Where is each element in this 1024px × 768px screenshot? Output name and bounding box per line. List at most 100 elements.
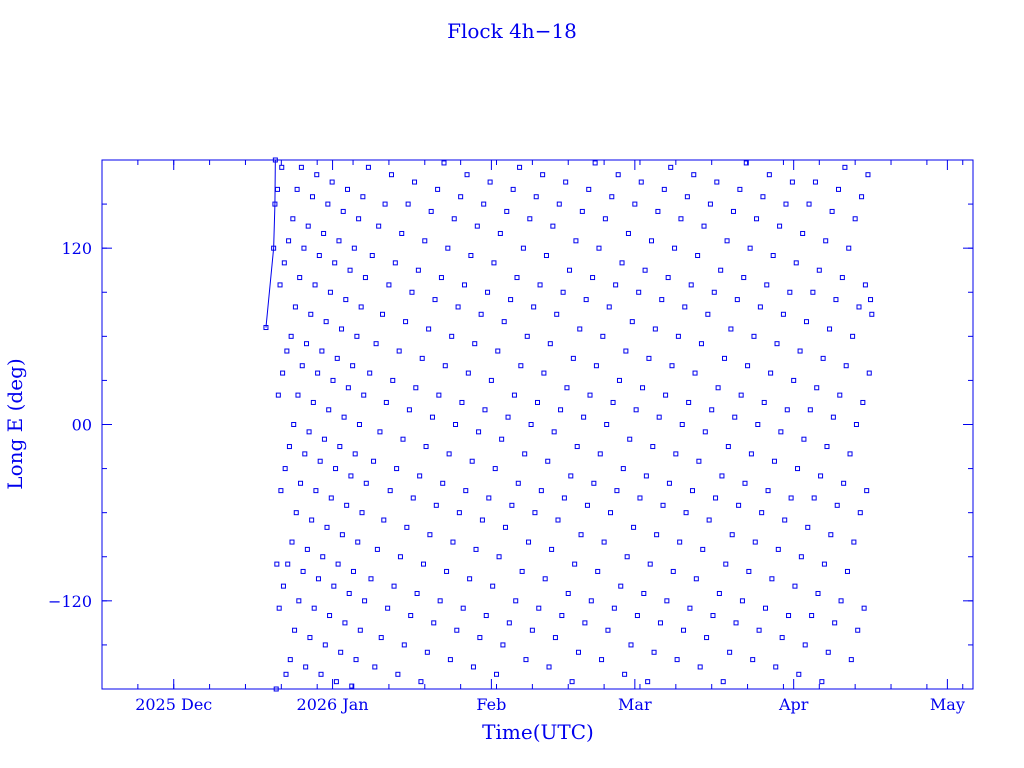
data-point	[280, 370, 286, 376]
data-point	[355, 539, 361, 545]
data-point	[343, 297, 349, 303]
data-point	[732, 414, 738, 420]
data-point	[469, 458, 475, 464]
data-point	[710, 613, 716, 619]
data-point	[436, 392, 442, 398]
data-point	[821, 561, 827, 567]
data-point	[418, 679, 424, 685]
data-series	[263, 157, 875, 692]
data-point	[556, 201, 562, 207]
data-point	[444, 568, 450, 574]
data-point	[702, 429, 708, 435]
data-point	[855, 627, 861, 633]
data-point	[432, 297, 438, 303]
data-point	[842, 164, 848, 170]
data-point	[609, 194, 615, 200]
data-point	[856, 304, 862, 310]
data-point	[368, 576, 374, 582]
data-point	[543, 253, 549, 259]
data-point	[768, 370, 774, 376]
data-point	[868, 297, 874, 303]
data-point	[485, 289, 491, 295]
data-point	[714, 179, 720, 185]
data-point	[645, 679, 651, 685]
data-point	[423, 444, 429, 450]
data-point	[505, 414, 511, 420]
data-point	[360, 194, 366, 200]
data-point	[681, 627, 687, 633]
data-point	[687, 605, 693, 611]
x-axis-label: Time(UTC)	[482, 720, 594, 744]
data-point	[478, 311, 484, 317]
data-point	[533, 194, 539, 200]
data-point	[353, 657, 359, 663]
data-point	[274, 561, 280, 567]
data-point	[519, 568, 525, 574]
data-point	[771, 458, 777, 464]
data-point	[760, 194, 766, 200]
data-point	[428, 208, 434, 214]
data-point	[373, 341, 379, 347]
data-point	[386, 282, 392, 288]
data-point	[668, 164, 674, 170]
data-point	[805, 524, 811, 530]
data-point	[479, 517, 485, 523]
data-point	[422, 238, 428, 244]
data-point	[513, 598, 519, 604]
data-point	[327, 613, 333, 619]
data-point	[707, 201, 713, 207]
data-point	[387, 488, 393, 494]
data-point	[348, 473, 354, 479]
data-point	[584, 502, 590, 508]
data-point	[839, 275, 845, 281]
data-point	[490, 583, 496, 589]
data-point	[305, 223, 311, 229]
data-point	[565, 590, 571, 596]
data-point	[615, 172, 621, 178]
data-point	[648, 238, 654, 244]
data-point	[570, 355, 576, 361]
data-point	[298, 164, 304, 170]
data-point	[692, 370, 698, 376]
data-point	[599, 657, 605, 663]
data-point	[838, 598, 844, 604]
data-point	[792, 583, 798, 589]
data-point	[472, 341, 478, 347]
data-point	[782, 517, 788, 523]
data-point	[327, 289, 333, 295]
data-point	[447, 657, 453, 663]
data-point	[847, 451, 853, 457]
data-point	[843, 363, 849, 369]
data-point	[695, 253, 701, 259]
data-point	[372, 664, 378, 670]
data-point	[737, 186, 743, 192]
data-point	[294, 186, 300, 192]
data-point	[764, 282, 770, 288]
data-point	[341, 414, 347, 420]
data-point	[659, 297, 665, 303]
data-point	[833, 297, 839, 303]
data-point	[532, 510, 538, 516]
data-point	[316, 253, 322, 259]
data-point	[716, 590, 722, 596]
data-point	[634, 613, 640, 619]
data-point	[791, 377, 797, 383]
data-point	[569, 679, 575, 685]
y-tick-label: 120	[61, 239, 92, 258]
data-point	[277, 282, 283, 288]
data-point	[724, 238, 730, 244]
plot-frame	[101, 159, 974, 690]
data-point	[633, 407, 639, 413]
data-point	[333, 466, 339, 472]
data-point	[495, 348, 501, 354]
data-point	[796, 671, 802, 677]
data-point	[508, 297, 514, 303]
data-point	[652, 326, 658, 332]
data-point	[552, 635, 558, 641]
data-point	[500, 642, 506, 648]
data-point	[319, 348, 325, 354]
data-point	[526, 539, 532, 545]
data-point	[620, 466, 626, 472]
data-point	[358, 304, 364, 310]
data-point	[399, 230, 405, 236]
